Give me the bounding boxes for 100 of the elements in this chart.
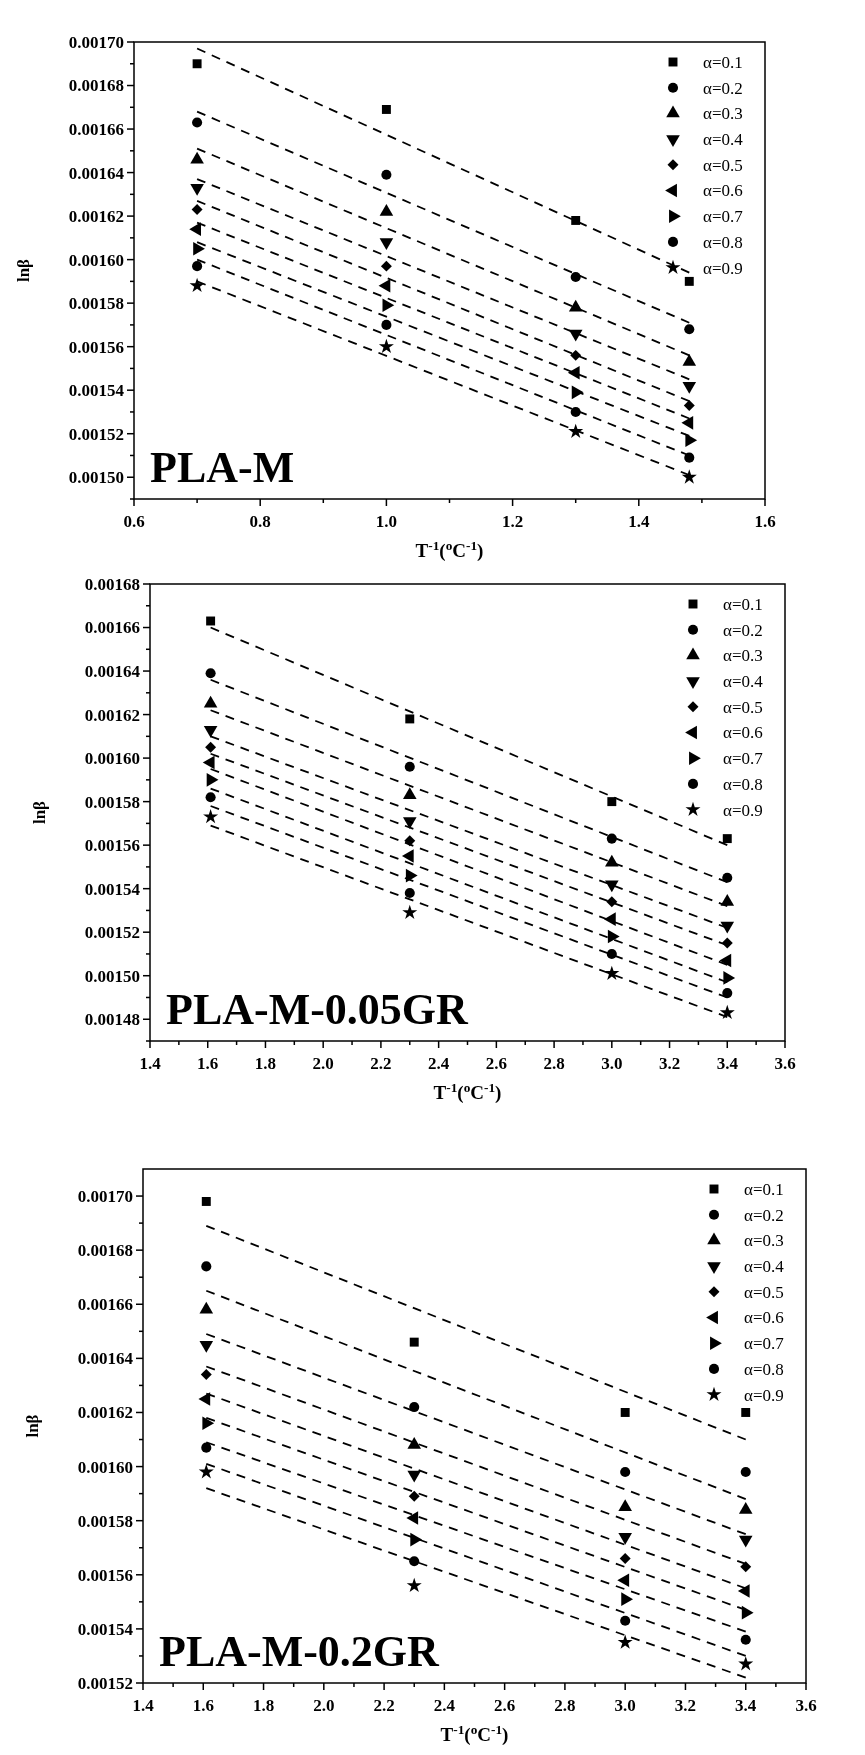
legend-label: α=0.6	[703, 181, 743, 201]
legend-label: α=0.3	[703, 104, 743, 124]
legend-label: α=0.6	[723, 723, 763, 743]
legend-label: α=0.1	[703, 52, 743, 72]
y-tick-label: 0.00168	[68, 76, 124, 96]
point	[617, 1634, 633, 1649]
legend-label: α=0.2	[723, 620, 763, 640]
y-tick-label: 0.00154	[77, 1619, 134, 1639]
x-tick-label: 3.6	[774, 1054, 796, 1073]
legend-label: α=0.2	[744, 1205, 784, 1225]
point	[205, 741, 217, 753]
x-tick-label: 1.2	[501, 512, 524, 531]
point	[198, 1464, 214, 1479]
y-tick-label: 0.00170	[77, 1187, 133, 1206]
point	[719, 1004, 735, 1020]
point	[740, 1466, 751, 1478]
point	[617, 1573, 630, 1587]
point	[409, 1337, 419, 1347]
point	[381, 104, 391, 114]
point	[619, 1553, 631, 1565]
point	[201, 1442, 212, 1453]
point	[407, 1437, 422, 1449]
point	[740, 1634, 751, 1645]
point	[607, 797, 617, 807]
point	[738, 1656, 754, 1671]
x-tick-label: 2.6	[494, 1696, 516, 1715]
point	[606, 833, 617, 844]
y-tick-label: 0.00168	[77, 1241, 133, 1261]
y-tick-label: 0.00170	[68, 32, 124, 52]
point	[570, 406, 581, 417]
point	[618, 1499, 632, 1512]
point	[406, 1511, 419, 1525]
x-tick-label: 1.6	[754, 512, 776, 531]
x-tick-label: 1.4	[139, 1054, 162, 1073]
legend-label: α=0.5	[703, 155, 743, 175]
legend-label: α=0.4	[703, 130, 744, 150]
y-tick-label: 0.00154	[84, 879, 141, 899]
y-tick-label: 0.00168	[84, 574, 140, 594]
y-tick-label: 0.00164	[84, 662, 141, 681]
point	[738, 1502, 753, 1514]
legend-label: α=0.5	[723, 697, 763, 717]
point	[682, 381, 697, 394]
point	[404, 761, 415, 772]
y-tick-label: 0.00162	[68, 207, 124, 227]
point	[618, 1532, 632, 1545]
y-tick-label: 0.00162	[77, 1403, 133, 1423]
x-tick-label: 3.0	[614, 1696, 636, 1715]
point	[405, 714, 415, 724]
point	[199, 1340, 214, 1353]
point	[201, 1196, 211, 1206]
legend-label: α=0.7	[723, 749, 764, 769]
y-tick-label: 0.00164	[68, 163, 125, 183]
point	[607, 929, 620, 944]
point	[570, 349, 582, 361]
y-tick-label: 0.00150	[68, 468, 124, 488]
y-tick-label: 0.00152	[77, 1673, 133, 1693]
x-tick-label: 0.8	[249, 512, 271, 531]
y-tick-label: 0.00156	[84, 836, 140, 856]
y-tick-label: 0.00158	[84, 792, 140, 812]
x-tick-label: 3.2	[658, 1054, 681, 1073]
point	[568, 423, 584, 438]
x-tick-label: 1.4	[132, 1696, 155, 1715]
x-tick-label: 2.2	[370, 1054, 392, 1073]
legend-label: α=0.9	[723, 800, 763, 820]
point	[189, 222, 202, 236]
point	[192, 117, 203, 128]
point	[201, 1261, 212, 1272]
point	[570, 271, 581, 283]
point	[681, 469, 697, 484]
point	[407, 1470, 422, 1483]
point	[606, 948, 617, 959]
y-tick-label: 0.00166	[68, 120, 124, 139]
x-tick-label: 2.6	[485, 1054, 507, 1073]
x-tick-label: 1.6	[192, 1696, 214, 1715]
x-tick-label: 2.8	[554, 1696, 576, 1715]
point	[409, 1402, 420, 1413]
y-axis-title: lnβ	[30, 800, 49, 825]
point	[192, 261, 203, 272]
point	[620, 1466, 631, 1478]
point	[741, 1408, 751, 1417]
y-tick-label: 0.00148	[84, 1010, 140, 1030]
point	[206, 616, 216, 626]
point	[191, 204, 203, 216]
point	[740, 1561, 752, 1573]
point	[402, 904, 418, 919]
legend-label: α=0.4	[723, 672, 764, 692]
point	[381, 319, 392, 330]
legend-label: α=0.8	[703, 232, 743, 252]
x-axis-title: T$^{-1}$($^{o}$C$^{-1}$)	[440, 1721, 509, 1746]
point	[203, 725, 218, 738]
x-tick-label: 3.2	[674, 1696, 697, 1715]
point	[193, 241, 205, 256]
x-tick-label: 2.2	[373, 1696, 395, 1715]
point	[684, 276, 694, 286]
y-tick-label: 0.00158	[68, 294, 124, 314]
y-tick-label: 0.00150	[84, 966, 140, 986]
y-tick-label: 0.00154	[68, 381, 125, 401]
point	[378, 278, 391, 293]
point	[409, 1556, 420, 1567]
point	[189, 277, 205, 293]
